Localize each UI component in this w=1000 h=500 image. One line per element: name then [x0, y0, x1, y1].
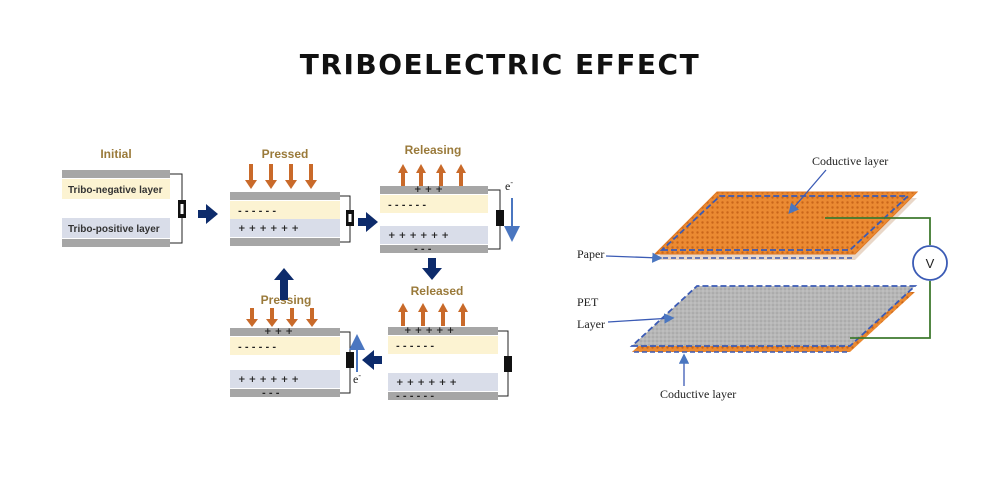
svg-text:- - - - - -: - - - - - - [238, 207, 276, 217]
svg-text:+ + +: + + + [264, 327, 293, 337]
svg-text:+ + + + + +: + + + + + + [396, 378, 457, 388]
press-force-arrows [245, 164, 317, 189]
stage-releasing: Releasing + + + - - - - - - + + + + + + … [380, 143, 520, 255]
stage-pressed: Pressed - - - - - - + + + + + + [230, 147, 354, 246]
label-tribo-positive: Tribo-positive layer [68, 224, 160, 235]
electron-label: e- [353, 371, 361, 386]
load-resistor [496, 210, 504, 226]
voltmeter-label: V [926, 256, 935, 271]
release-force-arrows [398, 303, 468, 326]
label-tribo-negative: Tribo-negative layer [68, 185, 163, 196]
svg-text:+ + + + + +: + + + + + + [238, 375, 299, 385]
top-electrode [62, 170, 170, 178]
svg-text:+ + + + + +: + + + + + + [238, 224, 299, 234]
label-pet-line1: PET [577, 295, 599, 309]
load-resistor [504, 356, 512, 372]
svg-text:- - -: - - - [414, 245, 432, 255]
svg-text:- - - - - -: - - - - - - [396, 342, 434, 352]
device-structure: V Coductive layer Paper PET Layer Coduct… [577, 154, 948, 401]
label-paper: Paper [577, 247, 604, 261]
page-title: TRIBOELECTRIC EFFECT [299, 48, 701, 81]
svg-text:- - - - - -: - - - - - - [388, 201, 426, 211]
stage-label-releasing: Releasing [405, 143, 462, 157]
label-conductive-top: Coductive layer [812, 154, 888, 168]
flow-arrow-up [274, 268, 294, 300]
stage-initial: Initial Tribo-negative layer Tribo-posit… [62, 147, 186, 247]
tribo-positive-layer [62, 218, 170, 238]
stage-pressing: Pressing + + + - - - - - - + + + + + + -… [230, 293, 365, 399]
stage-label-released: Released [411, 284, 464, 298]
stage-released: Released + + + + + - - - - - - + + + + +… [388, 284, 512, 402]
flow-arrow-right [198, 204, 218, 224]
bottom-electrode [62, 239, 170, 247]
stage-label-pressed: Pressed [262, 147, 309, 161]
tribo-negative-layer [62, 179, 170, 199]
press-force-arrows [246, 308, 318, 327]
flow-arrow-down [422, 258, 442, 280]
svg-text:+ + +: + + + [414, 185, 443, 195]
flow-arrow-left [362, 350, 382, 370]
flow-arrow-right [358, 212, 378, 232]
label-conductive-bottom: Coductive layer [660, 387, 736, 401]
svg-text:- - - - - -: - - - - - - [396, 392, 434, 402]
release-force-arrows [398, 164, 466, 186]
stage-label-initial: Initial [100, 147, 131, 161]
pet-layer [629, 285, 918, 347]
svg-text:+ + + + + +: + + + + + + [388, 231, 449, 241]
circuit-wire [850, 281, 931, 339]
voltmeter [912, 245, 948, 281]
svg-text:- - - - - -: - - - - - - [238, 343, 276, 353]
svg-text:+ + + + +: + + + + + [404, 326, 454, 336]
electron-label: e- [505, 178, 513, 193]
circuit-wire [825, 217, 931, 245]
top-conductive-layer [653, 191, 919, 255]
label-pet-line2: Layer [577, 317, 605, 331]
svg-text:- - -: - - - [262, 389, 280, 399]
load-resistor [346, 352, 354, 368]
